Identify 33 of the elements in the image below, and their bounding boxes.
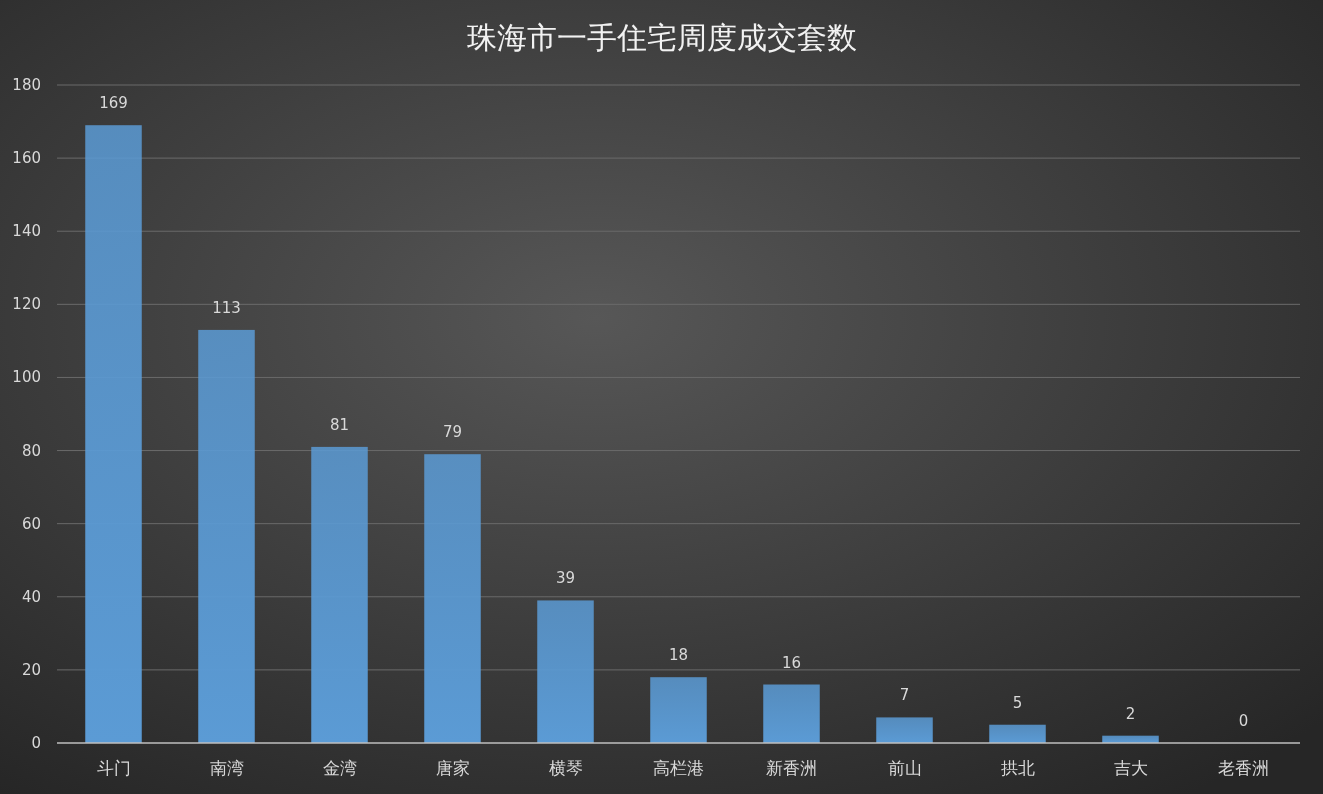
data-label: 5: [1012, 693, 1023, 712]
y-tick-label: 140: [12, 222, 41, 241]
y-tick-label: 120: [12, 295, 41, 314]
x-tick-label: 南湾: [209, 758, 244, 778]
data-label: 169: [99, 94, 128, 113]
x-tick-label: 拱北: [1000, 758, 1035, 778]
data-label: 16: [781, 653, 802, 672]
data-label: 2: [1125, 704, 1136, 723]
x-tick-label: 金湾: [322, 758, 357, 778]
x-tick-label: 高栏港: [653, 758, 704, 778]
x-tick-label: 新香洲: [766, 758, 817, 778]
x-tick-label: 前山: [887, 758, 922, 778]
y-tick-label: 40: [21, 587, 41, 606]
data-label: 79: [442, 423, 463, 442]
y-tick-label: 160: [12, 149, 41, 168]
x-tick-label: 斗门: [96, 758, 131, 778]
x-tick-label: 横琴: [548, 758, 583, 778]
y-tick-label: 20: [21, 660, 41, 679]
x-tick-label: 老香洲: [1218, 758, 1269, 778]
x-tick-label: 唐家: [435, 758, 470, 778]
y-tick-label: 80: [21, 441, 41, 460]
y-tick-label: 0: [31, 734, 41, 752]
chart-title: 珠海市一手住宅周度成交套数: [466, 20, 857, 55]
data-label: 0: [1238, 712, 1249, 730]
data-label: 39: [555, 569, 576, 588]
y-tick-label: 60: [21, 514, 41, 533]
data-label: 81: [329, 415, 350, 434]
data-label: 18: [668, 646, 689, 665]
data-label: 7: [899, 686, 910, 705]
data-label: 113: [212, 298, 241, 317]
x-tick-label: 吉大: [1113, 758, 1148, 778]
y-tick-label: 180: [12, 76, 41, 94]
y-tick-label: 100: [12, 368, 41, 387]
